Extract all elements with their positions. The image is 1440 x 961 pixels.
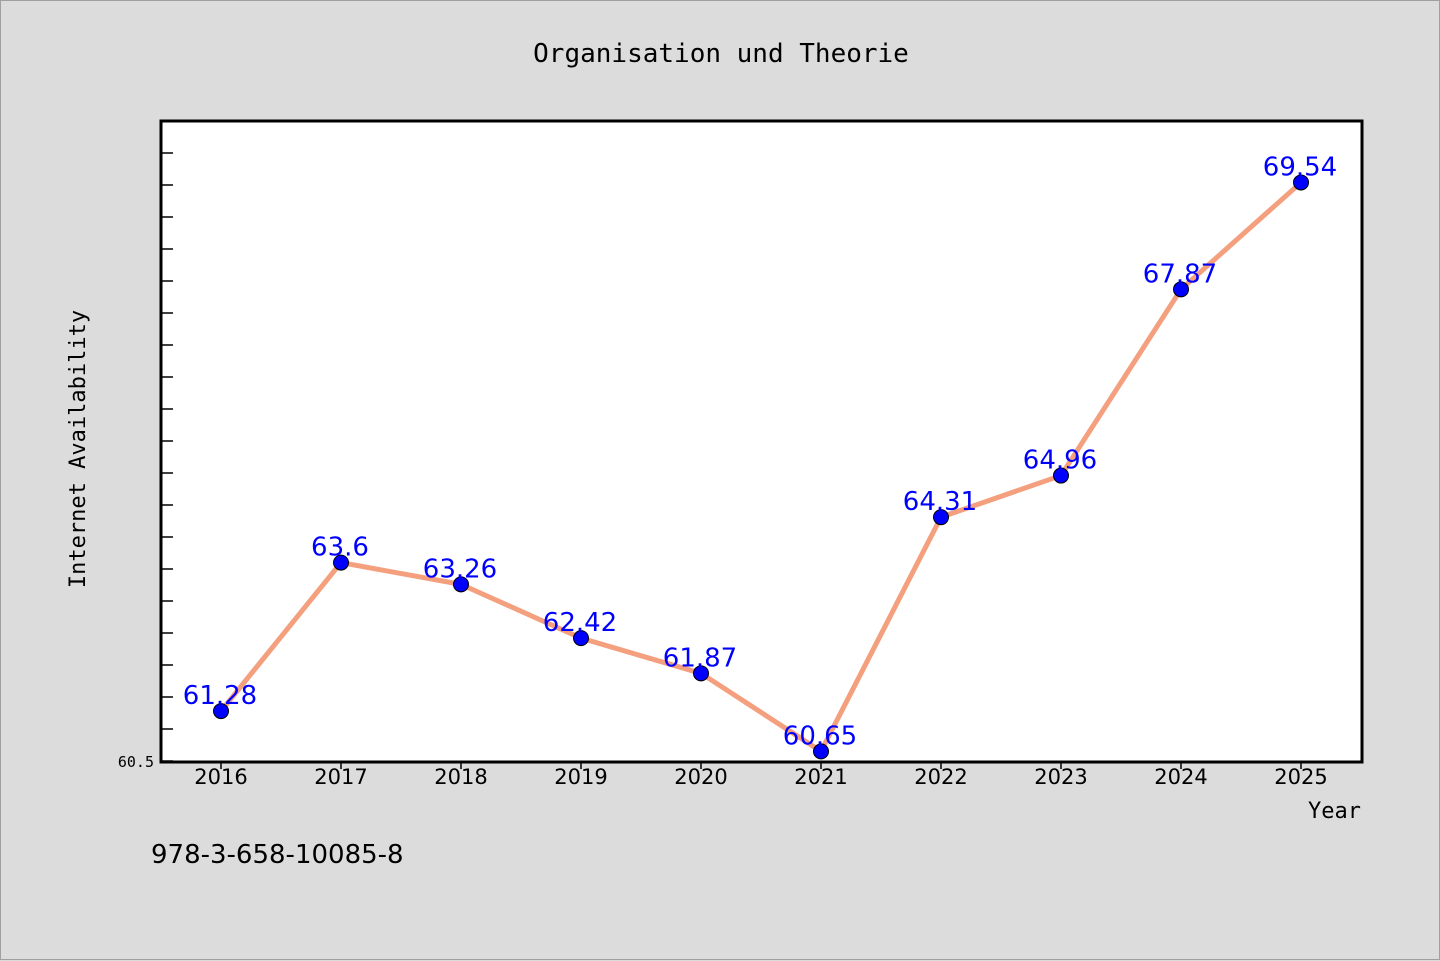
- y-axis-label: Internet Availability: [66, 310, 91, 588]
- data-label: 64.96: [1023, 446, 1097, 476]
- data-point: [573, 630, 589, 647]
- data-point: [1053, 467, 1069, 484]
- data-label: 60.65: [783, 721, 857, 751]
- chart-title: Organisation und Theorie: [533, 39, 909, 69]
- x-tick-label: 2025: [1274, 765, 1327, 789]
- data-label: 62.42: [543, 608, 617, 638]
- y-tick-label: 60.5: [118, 753, 154, 771]
- data-point: [933, 509, 949, 526]
- data-point: [1173, 281, 1189, 298]
- data-point: [333, 554, 349, 571]
- data-label: 69.54: [1263, 152, 1337, 182]
- x-tick-label: 2018: [434, 765, 487, 789]
- series-line: [219, 180, 1303, 754]
- x-tick-label: 2023: [1034, 765, 1087, 789]
- data-label: 67.87: [1143, 259, 1217, 289]
- x-tick-label: 2017: [314, 765, 367, 789]
- x-tick-label: 2016: [194, 765, 247, 789]
- data-point: [1293, 174, 1309, 191]
- data-label: 63.6: [311, 533, 369, 563]
- data-point: [453, 576, 469, 593]
- data-markers: [213, 174, 1309, 760]
- x-axis-label: Year: [1308, 799, 1361, 824]
- data-point: [813, 743, 829, 760]
- series-line-group: [219, 180, 1303, 754]
- data-labels: 61.28 63.6 63.26 62.42 61.87 60.65 64.31 64.96 6…: [183, 152, 1337, 751]
- x-tick-label: 2019: [554, 765, 607, 789]
- plot-area: [159, 119, 1364, 764]
- data-point: [693, 665, 709, 682]
- x-tick-label: 2024: [1154, 765, 1207, 789]
- data-point: [213, 703, 229, 720]
- y-axis-ticks: [161, 152, 173, 762]
- x-tick-label: 2020: [674, 765, 727, 789]
- data-label: 63.26: [423, 554, 497, 584]
- x-axis-ticks: 2016 2017 2018 2019 2020 2021 2022 2023 2024 2025: [194, 761, 1328, 789]
- data-label: 61.28: [183, 681, 257, 711]
- isbn-text: 978-3-658-10085-8: [151, 840, 404, 870]
- data-label: 61.87: [663, 643, 737, 673]
- x-tick-label: 2022: [914, 765, 967, 789]
- x-tick-label: 2021: [794, 765, 847, 789]
- data-label: 64.31: [903, 487, 977, 517]
